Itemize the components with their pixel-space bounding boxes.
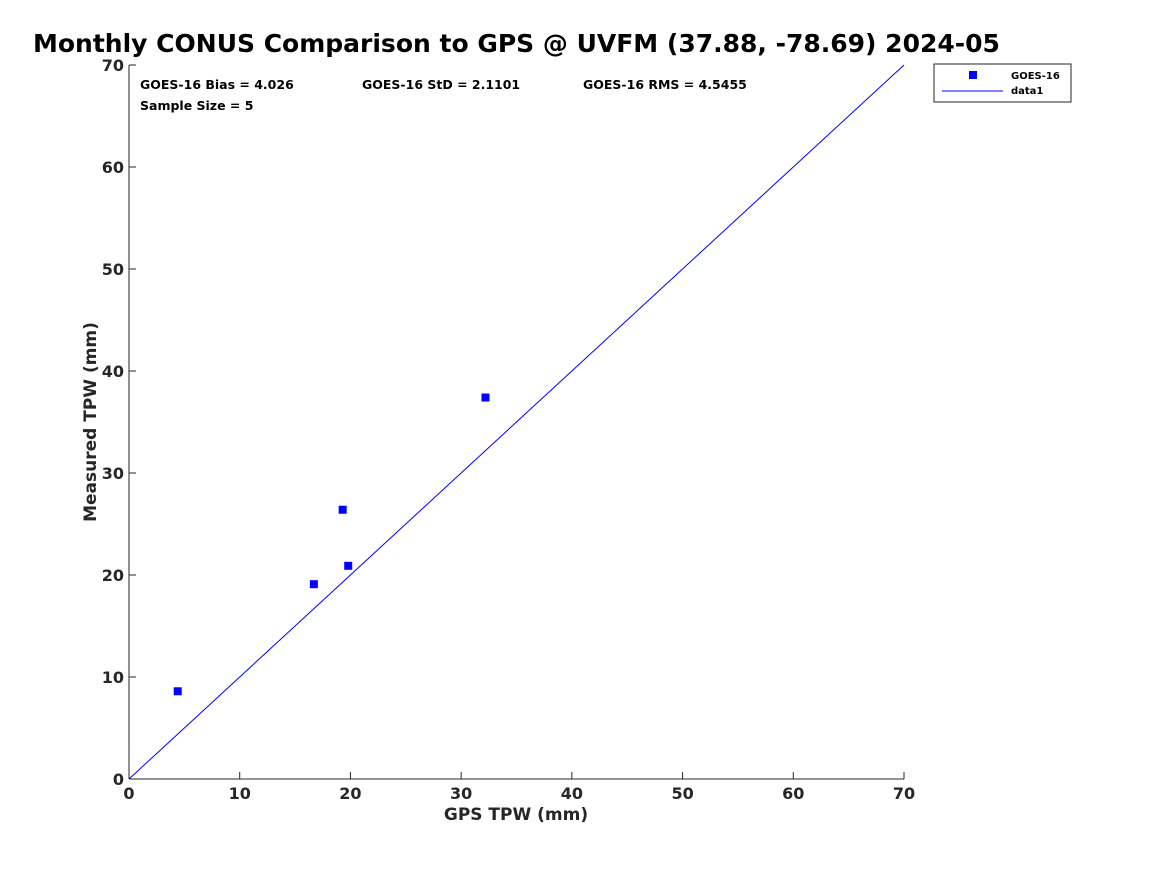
data-point bbox=[481, 393, 490, 402]
y-tick-label: 40 bbox=[102, 362, 124, 381]
series-layer bbox=[128, 64, 905, 780]
series-line-data1 bbox=[128, 64, 905, 780]
x-axis-ticks: 0 10 20 30 40 50 60 70 bbox=[123, 772, 915, 803]
plot-area bbox=[128, 65, 904, 780]
legend-label-goes16: GOES-16 bbox=[1011, 71, 1060, 82]
x-axis-label: GPS TPW (mm) bbox=[444, 805, 588, 825]
x-tick-label: 50 bbox=[671, 784, 693, 803]
x-tick-label: 70 bbox=[893, 784, 915, 803]
y-axis-ticks: 0 10 20 30 40 50 60 70 bbox=[102, 56, 136, 789]
legend-label-data1: data1 bbox=[1011, 86, 1043, 97]
legend-box bbox=[933, 63, 1072, 103]
rms-annotation: GOES-16 RMS = 4.5455 bbox=[583, 77, 747, 92]
data-point bbox=[173, 687, 182, 696]
stats-annotations: GOES-16 Bias = 4.026 GOES-16 StD = 2.110… bbox=[140, 77, 747, 113]
std-annotation: GOES-16 StD = 2.1101 bbox=[362, 77, 520, 92]
y-tick-label: 20 bbox=[102, 566, 124, 585]
y-tick-label: 30 bbox=[102, 464, 124, 483]
x-tick-label: 40 bbox=[561, 784, 583, 803]
chart-title: Monthly CONUS Comparison to GPS @ UVFM (… bbox=[33, 29, 1000, 58]
x-tick-label: 0 bbox=[123, 784, 134, 803]
y-axis-label: Measured TPW (mm) bbox=[81, 322, 101, 522]
x-tick-label: 30 bbox=[450, 784, 472, 803]
y-tick-label: 60 bbox=[102, 158, 124, 177]
data-point bbox=[309, 580, 318, 589]
y-tick-label: 50 bbox=[102, 260, 124, 279]
legend: GOES-16 data1 bbox=[933, 63, 1072, 103]
x-tick-label: 10 bbox=[229, 784, 251, 803]
legend-marker-goes16 bbox=[969, 71, 977, 79]
x-tick-label: 60 bbox=[782, 784, 804, 803]
data-point bbox=[338, 505, 347, 514]
y-tick-label: 10 bbox=[102, 668, 124, 687]
sample-size-annotation: Sample Size = 5 bbox=[140, 98, 253, 113]
bias-annotation: GOES-16 Bias = 4.026 bbox=[140, 77, 294, 92]
y-tick-label: 70 bbox=[102, 56, 124, 75]
y-tick-label: 0 bbox=[113, 770, 124, 789]
x-tick-label: 20 bbox=[339, 784, 361, 803]
data-point bbox=[344, 561, 353, 570]
